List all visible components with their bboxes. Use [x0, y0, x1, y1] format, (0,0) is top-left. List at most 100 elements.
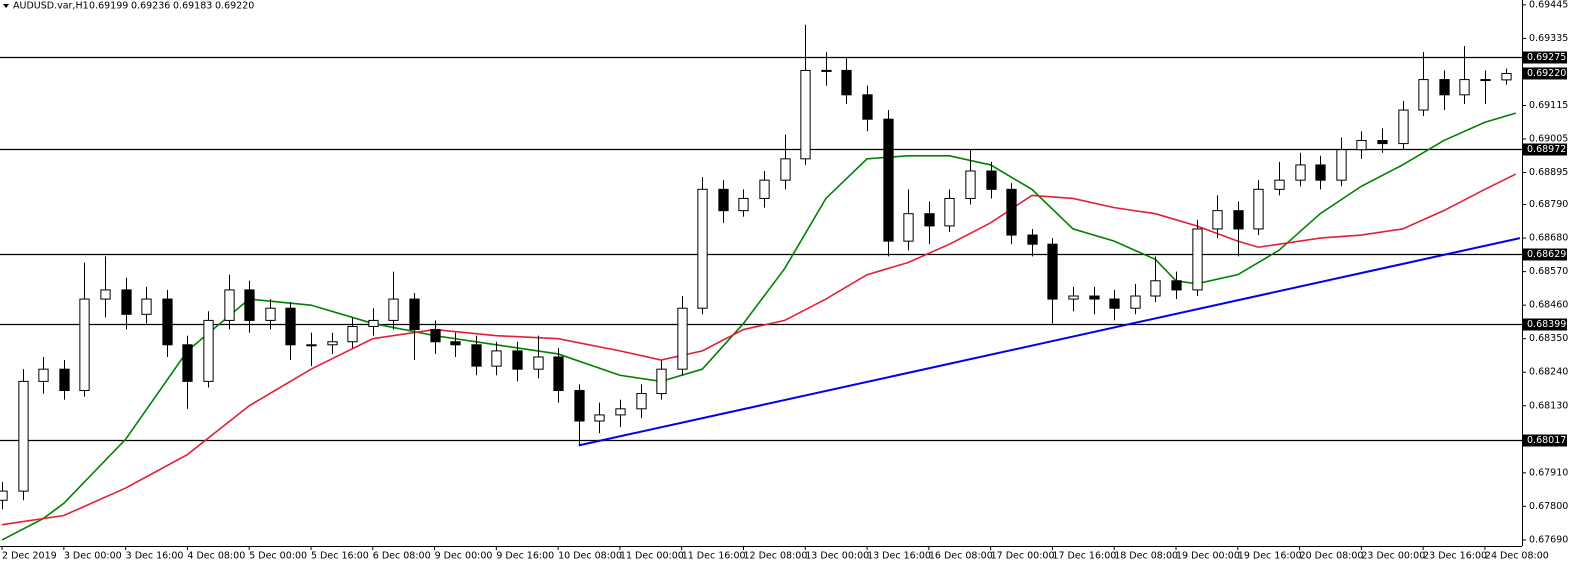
- candle-body: [1315, 164, 1326, 181]
- candle-body: [1006, 188, 1017, 236]
- y-tick-label: 0.68790: [1529, 199, 1568, 210]
- candle-body: [1295, 164, 1306, 181]
- candle-body: [533, 356, 544, 370]
- x-tick-label: 23 Dec 16:00: [1423, 551, 1487, 562]
- y-tick-label: 0.68570: [1529, 266, 1568, 277]
- candle-body: [162, 298, 173, 346]
- candle-body: [1089, 295, 1100, 300]
- y-tick-label: 0.68240: [1529, 367, 1568, 378]
- ohlc-close: 0.69220: [215, 1, 254, 12]
- ohlc-low: 0.69183: [173, 1, 212, 12]
- current-price-box: [1523, 67, 1567, 80]
- candle-body: [553, 356, 564, 392]
- ohlc-high: 0.69236: [131, 1, 170, 12]
- x-tick-label: 10 Dec 08:00: [558, 551, 622, 562]
- candle-body: [388, 298, 399, 321]
- candle-body: [1418, 79, 1429, 111]
- candle-body: [1068, 295, 1079, 300]
- x-tick-label: 3 Dec 16:00: [126, 551, 184, 562]
- menu-arrow[interactable]: [3, 4, 9, 8]
- candle-body: [285, 307, 296, 346]
- candle-body: [883, 118, 894, 242]
- level-label-box: [1523, 143, 1567, 156]
- x-tick-label: 6 Dec 08:00: [373, 551, 431, 562]
- candle-body: [1027, 234, 1038, 245]
- candle-body: [368, 319, 379, 328]
- candle-body: [347, 326, 358, 343]
- x-tick-label: 13 Dec 00:00: [805, 551, 869, 562]
- candle-body: [430, 329, 441, 343]
- x-tick-label: 4 Dec 08:00: [187, 551, 245, 562]
- x-tick-label: 5 Dec 16:00: [311, 551, 369, 562]
- trendline: [578, 237, 1521, 447]
- candle-body: [1274, 179, 1285, 190]
- candle-body: [821, 69, 832, 72]
- candle-body: [182, 344, 193, 382]
- candle-body: [924, 213, 935, 227]
- level-label-box: [1523, 248, 1567, 261]
- y-tick-label: 0.68350: [1529, 333, 1568, 344]
- candle-body: [79, 298, 90, 392]
- level-label: 0.68629: [1527, 249, 1566, 260]
- x-tick-label: 11 Dec 16:00: [682, 551, 746, 562]
- candle-body: [862, 94, 873, 120]
- x-tick-label: 3 Dec 00:00: [64, 551, 122, 562]
- y-tick-label: 0.67690: [1529, 534, 1568, 545]
- current-price-label: 0.69220: [1527, 68, 1566, 79]
- x-tick-label: 9 Dec 00:00: [435, 551, 493, 562]
- candle-body: [615, 408, 626, 416]
- level-label-box: [1523, 51, 1567, 64]
- candle-body: [594, 414, 605, 422]
- candle-body: [759, 179, 770, 199]
- x-tick-label: 11 Dec 00:00: [620, 551, 684, 562]
- x-tick-label: 19 Dec 16:00: [1238, 551, 1302, 562]
- candle-body: [903, 213, 914, 242]
- y-tick-label: 0.69445: [1529, 0, 1568, 10]
- candle-body: [141, 298, 152, 315]
- x-tick-label: 24 Dec 08:00: [1485, 551, 1549, 562]
- x-tick-label: 17 Dec 16:00: [1052, 551, 1116, 562]
- candle-body: [841, 69, 852, 96]
- candle-body: [677, 307, 688, 370]
- candle-body: [491, 350, 502, 367]
- level-label: 0.68017: [1527, 435, 1566, 446]
- candle-body: [738, 197, 749, 212]
- y-tick-label: 0.68130: [1529, 400, 1568, 411]
- candle-body: [1150, 280, 1161, 297]
- candle-body: [409, 298, 420, 331]
- x-tick-label: 16 Dec 08:00: [929, 551, 993, 562]
- x-tick-label: 18 Dec 08:00: [1114, 551, 1178, 562]
- candle-body: [1253, 188, 1264, 230]
- x-tick-label: 23 Dec 00:00: [1361, 551, 1425, 562]
- y-tick-label: 0.69005: [1529, 134, 1568, 145]
- x-tick-label: 2 Dec 2019: [2, 551, 57, 562]
- candle-body: [1439, 79, 1450, 96]
- candle-body: [203, 319, 214, 382]
- y-tick-label: 0.67910: [1529, 467, 1568, 478]
- candle-body: [59, 368, 70, 392]
- candle-body: [780, 158, 791, 181]
- candle-body: [1398, 109, 1409, 145]
- x-tick-label: 12 Dec 08:00: [743, 551, 807, 562]
- candle-body: [574, 390, 585, 422]
- moving-average: [1, 173, 1517, 526]
- level-label: 0.68972: [1527, 144, 1566, 155]
- candle-body: [944, 197, 955, 227]
- candle-body: [121, 289, 132, 315]
- x-tick-label: 20 Dec 08:00: [1300, 551, 1364, 562]
- candle-body: [636, 393, 647, 410]
- candle-body: [1480, 79, 1491, 82]
- candle-body: [965, 170, 976, 199]
- candle-body: [327, 341, 338, 346]
- y-tick-label: 0.69115: [1529, 100, 1568, 111]
- y-tick-label: 0.68895: [1529, 167, 1568, 178]
- x-tick-label: 17 Dec 00:00: [991, 551, 1055, 562]
- level-label: 0.68399: [1527, 319, 1566, 330]
- ohlc-open: 0.69199: [89, 1, 128, 12]
- candle-body: [986, 170, 997, 190]
- candle-body: [697, 188, 708, 309]
- candle-body: [1171, 280, 1182, 291]
- symbol: AUDUSD.var,H1: [13, 1, 89, 12]
